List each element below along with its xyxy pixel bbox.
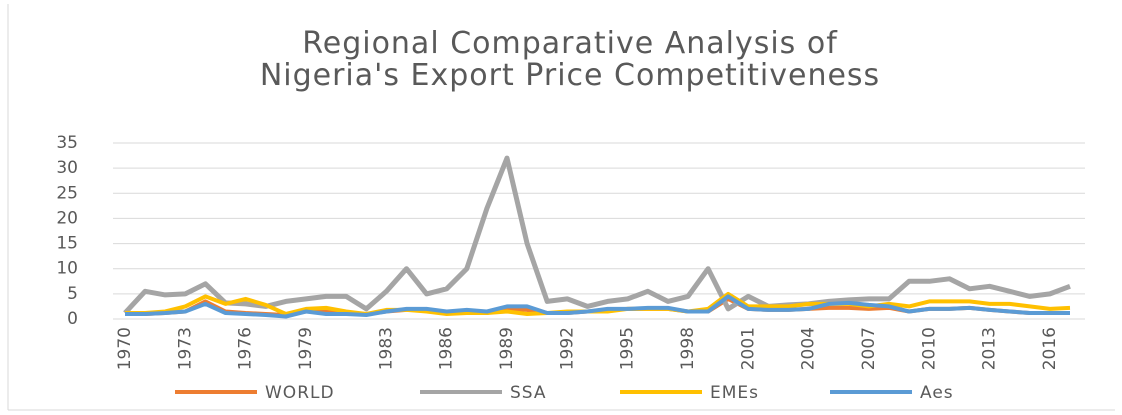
y-tick-label: 10 — [56, 259, 78, 279]
y-tick-label: 5 — [67, 284, 78, 304]
x-tick-label: 2007 — [859, 327, 879, 370]
x-tick-label: 1989 — [497, 327, 517, 370]
legend-label: Aes — [920, 383, 954, 403]
legend-label: WORLD — [265, 383, 335, 403]
chart-title: Regional Comparative Analysis of Nigeria'… — [260, 26, 880, 93]
x-tick-label: 1992 — [557, 327, 577, 370]
y-tick-label: 35 — [56, 133, 78, 153]
series-line — [123, 155, 1071, 315]
title-line: Nigeria's Export Price Competitiveness — [260, 58, 880, 93]
x-tick-label: 2010 — [919, 327, 939, 370]
title-line: Regional Comparative Analysis of — [302, 26, 838, 61]
y-tick-label: 20 — [56, 208, 78, 228]
legend-label: SSA — [510, 383, 547, 403]
series-line — [125, 294, 1070, 319]
y-tick-label: 0 — [67, 309, 78, 329]
x-tick-label: 1976 — [236, 327, 256, 370]
y-tick-label: 30 — [56, 158, 78, 178]
x-tick-label: 1973 — [175, 327, 195, 370]
y-tick-label: 15 — [56, 234, 78, 254]
x-tick-label: 2016 — [1040, 327, 1060, 370]
y-tick-label: 25 — [56, 183, 78, 203]
x-tick-label: 1970 — [115, 327, 135, 370]
x-tick-label: 2001 — [738, 327, 758, 370]
x-tick-label: 1995 — [618, 327, 638, 370]
x-tick-label: 2004 — [799, 327, 819, 370]
legend-label: EMEs — [710, 383, 759, 403]
x-tick-label: 1998 — [678, 327, 698, 370]
x-tick-label: 1979 — [296, 327, 316, 370]
x-tick-label: 1983 — [376, 327, 396, 370]
x-tick-label: 1986 — [437, 327, 457, 370]
x-tick-label: 2013 — [980, 327, 1000, 370]
